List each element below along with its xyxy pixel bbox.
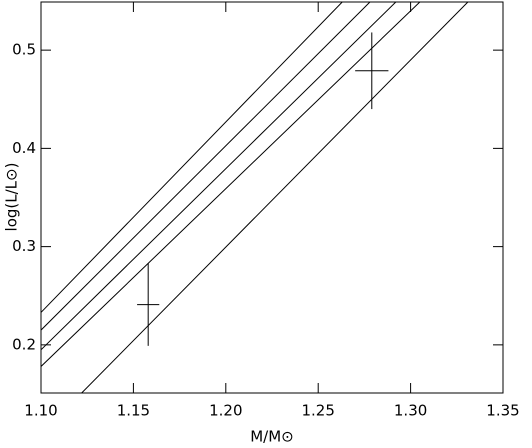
x-tick-label: 1.35 [486,402,519,420]
model-line [41,2,397,351]
y-tick-label: 0.4 [12,139,36,157]
x-tick-label: 1.15 [117,402,150,420]
x-tick-label: 1.25 [301,402,334,420]
y-tick-label: 0.3 [12,237,36,255]
y-tick-label: 0.2 [12,335,36,353]
plot-frame [40,1,504,394]
model-line [41,2,371,331]
model-line [81,2,469,393]
model-line [41,2,421,367]
x-tick-label: 1.20 [209,402,242,420]
x-axis-label: M/M⊙ [250,428,294,446]
model-line [41,2,343,313]
y-axis-label: log(L/L⊙) [3,163,21,232]
y-tick-label: 0.5 [12,41,36,59]
x-tick-label: 1.10 [24,402,57,420]
x-tick-label: 1.30 [394,402,427,420]
